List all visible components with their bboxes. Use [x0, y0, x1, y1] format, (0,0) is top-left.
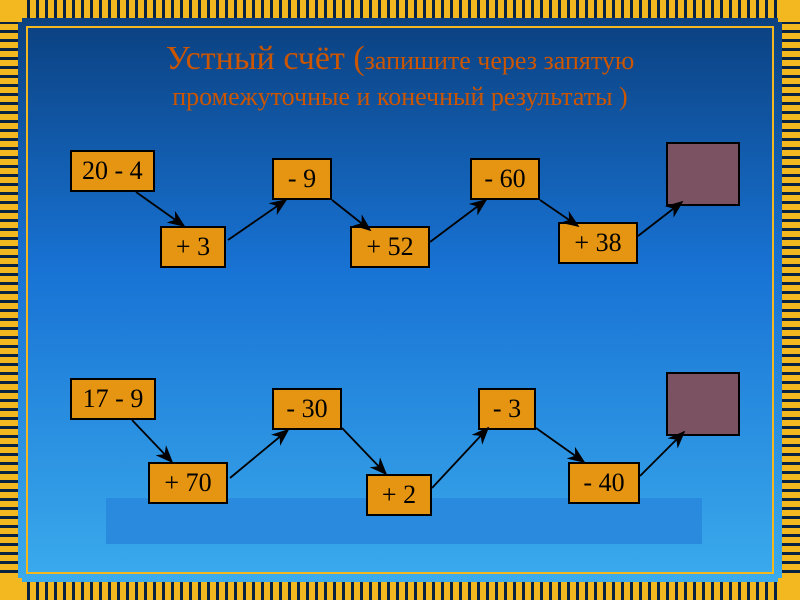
- chain1-arrow-0: [136, 192, 184, 226]
- chain2-box-1: + 70: [148, 462, 228, 504]
- slide-frame: Устный счёт (запишите через запятую пром…: [0, 0, 800, 600]
- frame-border-top: [0, 0, 800, 18]
- chain2-box-2: - 30: [272, 388, 342, 430]
- frame-border-right: [782, 0, 800, 600]
- chain1-arrow-1: [228, 200, 286, 240]
- title-sub2: промежуточные и конечный результаты ): [172, 82, 627, 111]
- chain2-box-0: 17 - 9: [70, 378, 156, 420]
- frame-corner: [0, 0, 22, 22]
- chain1-arrow-5: [638, 202, 682, 236]
- title-sub1: запишите через запятую: [365, 46, 635, 75]
- chain2-box-3: + 2: [366, 474, 432, 516]
- chain2-box-4: - 3: [478, 388, 536, 430]
- frame-border-left: [0, 0, 18, 600]
- slide-title: Устный счёт (запишите через запятую пром…: [30, 30, 770, 131]
- title-big: Устный счёт (: [166, 40, 365, 77]
- chain1-box-5: + 38: [558, 222, 638, 264]
- chain2-arrow-5: [640, 432, 684, 476]
- frame-corner: [778, 0, 800, 22]
- chain1-box-2: - 9: [272, 158, 332, 200]
- chain2-box-5: - 40: [568, 462, 640, 504]
- frame-corner: [778, 578, 800, 600]
- chain1-box-4: - 60: [470, 158, 540, 200]
- chain1-box-3: + 52: [350, 226, 430, 268]
- content-area: Устный счёт (запишите через запятую пром…: [30, 30, 770, 570]
- chain2-arrow-2: [342, 428, 386, 474]
- chain2-result-box: [666, 372, 740, 436]
- frame-corner: [0, 578, 22, 600]
- chain2-arrow-3: [432, 428, 488, 488]
- chain1-result-box: [666, 142, 740, 206]
- frame-border-bottom: [0, 582, 800, 600]
- chain1-arrow-3: [430, 200, 486, 242]
- chain1-box-0: 20 - 4: [70, 150, 155, 192]
- chain2-arrow-1: [230, 430, 288, 478]
- chain1-box-1: + 3: [160, 226, 226, 268]
- chain2-arrow-4: [536, 428, 584, 462]
- chain2-arrow-0: [132, 420, 172, 462]
